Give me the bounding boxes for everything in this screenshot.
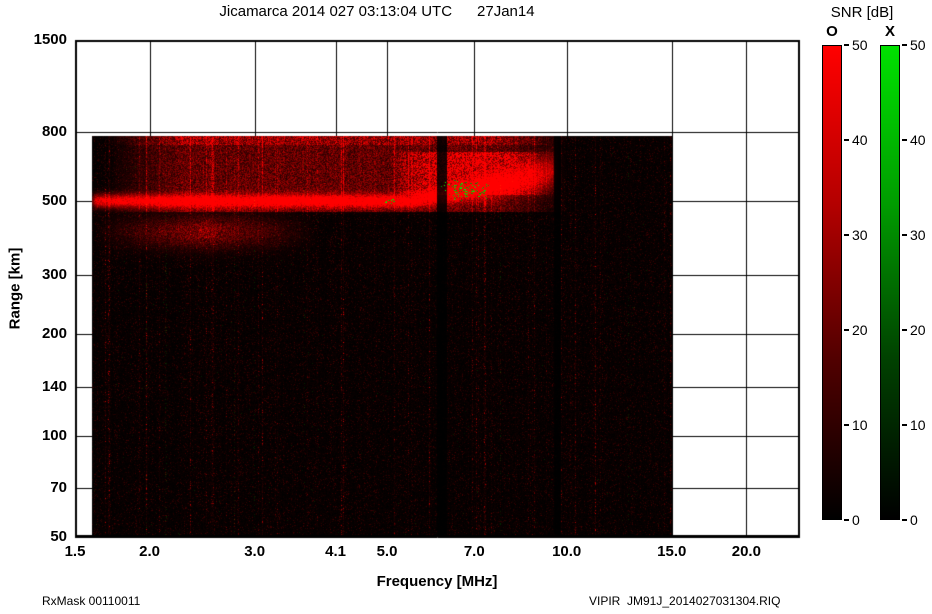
y-axis-label-container: Range [km] bbox=[0, 40, 30, 537]
x-tick-label: 10.0 bbox=[552, 543, 582, 560]
y-tick-label: 1500 bbox=[33, 31, 67, 48]
colorbar-tick-mark bbox=[844, 234, 849, 236]
colorbar-tick-label: 30 bbox=[852, 227, 868, 243]
y-tick-label: 50 bbox=[50, 528, 67, 545]
colorbar-o-label: O bbox=[826, 23, 838, 40]
colorbar-tick-mark bbox=[902, 329, 907, 331]
colorbar-tick-label: 40 bbox=[910, 132, 926, 148]
colorbar-tick-label: 0 bbox=[910, 512, 918, 528]
y-tick-label: 100 bbox=[41, 426, 67, 444]
y-tick-label: 200 bbox=[41, 325, 67, 343]
x-tick-label: 7.0 bbox=[463, 543, 485, 560]
colorbar-tick-label: 30 bbox=[910, 227, 926, 243]
colorbar-tick-label: 0 bbox=[852, 512, 860, 528]
colorbar-x bbox=[880, 45, 900, 520]
colorbar-tick-mark bbox=[902, 139, 907, 141]
colorbar-tick-label: 20 bbox=[852, 322, 868, 338]
colorbar-tick-mark bbox=[844, 424, 849, 426]
x-tick-label: 15.0 bbox=[657, 543, 687, 560]
colorbar-tick-mark bbox=[902, 424, 907, 426]
y-tick-label: 300 bbox=[41, 266, 67, 284]
colorbar-tick-label: 10 bbox=[852, 417, 868, 433]
colorbar-tick-label: 50 bbox=[910, 37, 926, 53]
x-tick-label: 1.5 bbox=[64, 543, 86, 560]
colorbar-tick-mark bbox=[844, 329, 849, 331]
y-tick-label: 500 bbox=[41, 191, 67, 209]
colorbar-tick-mark bbox=[902, 44, 907, 46]
colorbar-tick-mark bbox=[902, 234, 907, 236]
y-tick-label: 800 bbox=[41, 122, 67, 140]
colorbar-tick-label: 40 bbox=[852, 132, 868, 148]
colorbar-tick-label: 10 bbox=[910, 417, 926, 433]
x-axis-label: Frequency [MHz] bbox=[376, 573, 498, 590]
x-tick-label: 20.0 bbox=[731, 543, 761, 560]
x-tick-label: 5.0 bbox=[376, 543, 398, 560]
y-tick-label: 70 bbox=[50, 478, 67, 496]
colorbar-tick-label: 20 bbox=[910, 322, 926, 338]
colorbar-tick-label: 50 bbox=[852, 37, 868, 53]
rxmask-annotation: RxMask 00110011 bbox=[42, 594, 141, 608]
data-file-annotation: VIPIR JM91J_2014027031304.RIQ bbox=[589, 594, 781, 608]
colorbar-title: SNR [dB] bbox=[830, 4, 894, 21]
colorbar-tick-mark bbox=[844, 519, 849, 521]
plot-title: Jicamarca 2014 027 03:13:04 UTC 27Jan14 bbox=[219, 3, 535, 20]
y-axis-label: Range [km] bbox=[6, 247, 24, 330]
x-tick-label: 3.0 bbox=[244, 543, 266, 560]
colorbar-tick-mark bbox=[902, 519, 907, 521]
colorbar-tick-mark bbox=[844, 44, 849, 46]
colorbar-o bbox=[822, 45, 842, 520]
colorbar-x-label: X bbox=[884, 23, 895, 40]
colorbar-tick-mark bbox=[844, 139, 849, 141]
x-tick-label: 4.1 bbox=[325, 543, 347, 560]
x-tick-label: 2.0 bbox=[139, 543, 160, 560]
y-tick-label: 140 bbox=[41, 377, 67, 395]
